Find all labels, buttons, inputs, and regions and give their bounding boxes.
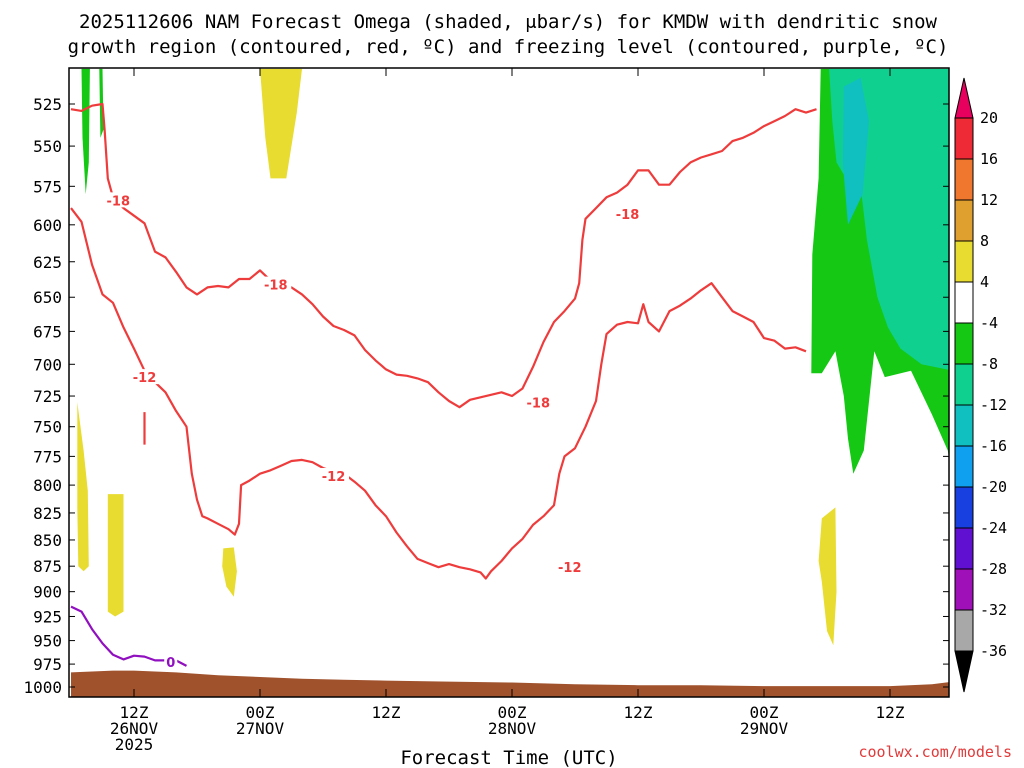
omega-region-1 <box>77 402 89 572</box>
y-tick-label: 1000 <box>23 678 62 697</box>
plot-area: -18 -18 -18 -18 -12 -12 -12 0 <box>68 67 950 698</box>
y-tick-label: 975 <box>33 655 62 674</box>
contour-label-bg <box>522 394 554 410</box>
contour-line-dgzm18 <box>70 102 817 409</box>
x-tick-label: 29NOV <box>740 719 789 738</box>
omega-region-0 <box>260 68 302 179</box>
credit-text: coolwx.com/models <box>858 743 1012 761</box>
x-tick-label: 12Z <box>876 703 905 722</box>
omega-region-9 <box>842 77 869 225</box>
y-tick-label: 750 <box>33 418 62 437</box>
terrain-band <box>71 670 949 697</box>
colorbar-swatch <box>954 486 974 529</box>
contour-label: -12 <box>133 371 157 386</box>
contour-label: -12 <box>322 470 346 485</box>
y-tick-label: 675 <box>33 322 62 341</box>
y-tick-label: 875 <box>33 557 62 576</box>
y-tick-label: 650 <box>33 288 62 307</box>
colorbar-swatch <box>954 527 974 570</box>
omega-region-4 <box>818 507 837 646</box>
colorbar-swatch <box>954 568 974 611</box>
x-axis-label: Forecast Time (UTC) <box>400 747 617 768</box>
y-tick-label: 600 <box>33 216 62 235</box>
y-tick-label: 800 <box>33 476 62 495</box>
x-tick-label: 12Z <box>624 703 653 722</box>
colorbar-label: -28 <box>980 560 1007 578</box>
contour-label-bg <box>164 654 178 670</box>
y-tick-label: 850 <box>33 531 62 550</box>
contour-label-bg <box>129 369 160 385</box>
colorbar-label: -24 <box>980 519 1007 537</box>
colorbar-swatch <box>954 281 974 324</box>
contour-label: -18 <box>107 194 131 209</box>
contour-label: -18 <box>616 208 640 223</box>
colorbar-swatch <box>954 363 974 406</box>
contour-line-dgzm12 <box>70 207 807 580</box>
colorbar-label: 8 <box>980 232 989 250</box>
y-tick-label: 700 <box>33 355 62 374</box>
x-tick-label: 28NOV <box>488 719 537 738</box>
omega-region-3 <box>222 547 237 597</box>
y-tick-label: 950 <box>33 632 62 651</box>
colorbar-label: -12 <box>980 396 1007 414</box>
colorbar-label: -20 <box>980 478 1007 496</box>
y-axis: 525 550 575 600 625 650 675 700 725 750 775 800 825 8… <box>23 95 949 697</box>
colorbar-label: -32 <box>980 601 1007 619</box>
contour-label-bg <box>318 468 349 484</box>
y-tick-label: 775 <box>33 447 62 466</box>
contour-label: -12 <box>558 561 582 576</box>
colorbar-swatch <box>954 322 974 365</box>
contour-label: -18 <box>527 396 551 411</box>
colorbar-swatch <box>954 240 974 283</box>
y-tick-label: 825 <box>33 504 62 523</box>
colorbar-swatch <box>954 609 974 652</box>
y-tick-label: 625 <box>33 253 62 272</box>
contour-label-bg <box>260 276 292 292</box>
omega-region-2 <box>107 494 124 617</box>
contour-label: 0 <box>166 656 175 671</box>
colorbar-label: -16 <box>980 437 1007 455</box>
colorbar-label: -8 <box>980 355 998 373</box>
colorbar-swatch <box>954 404 974 447</box>
y-tick-label: 900 <box>33 583 62 602</box>
colorbar-swatch <box>954 199 974 242</box>
colorbar-label: -36 <box>980 642 1007 660</box>
x-tick-label: 27NOV <box>236 719 285 738</box>
contour-label-bg <box>102 192 134 208</box>
x-tick-label: 12Z <box>372 703 401 722</box>
y-tick-label: 725 <box>33 387 62 406</box>
x-tick-label: 00Z <box>750 703 779 722</box>
chart-title-line-2: growth region (contoured, red, ºC) and f… <box>68 36 949 58</box>
omega-region-5 <box>81 68 90 195</box>
colorbar-label: -4 <box>980 314 998 332</box>
x-tick-label: 00Z <box>246 703 275 722</box>
contour-label-bg <box>612 206 643 222</box>
colorbar-swatch <box>954 158 974 201</box>
contour-label: -18 <box>264 279 288 294</box>
colorbar-swatch-top <box>954 77 974 119</box>
colorbar-swatch-bottom <box>954 650 974 693</box>
colorbar-label: 20 <box>980 109 998 127</box>
x-tick-label: 00Z <box>498 703 527 722</box>
colorbar-swatch <box>954 117 974 160</box>
y-tick-label: 575 <box>33 177 62 196</box>
x-tick-label: 26NOV <box>110 719 159 738</box>
y-tick-label: 550 <box>33 137 62 156</box>
colorbar-swatch <box>954 445 974 488</box>
chart-title-line-1: 2025112606 NAM Forecast Omega (shaded, μ… <box>79 11 937 33</box>
contour-label-bg <box>554 559 586 575</box>
colorbar-label: 4 <box>980 273 989 291</box>
x-tick-label: 12Z <box>120 703 149 722</box>
y-tick-label: 525 <box>33 95 62 114</box>
colorbar: 20 16 12 8 4 -4 -8 -12 -16 -20 -24 -28 -32 -36 <box>954 77 1007 693</box>
colorbar-label: 16 <box>980 150 998 168</box>
x-tick-label: 2025 <box>115 735 154 754</box>
y-tick-label: 925 <box>33 607 62 626</box>
plot-frame <box>68 67 950 698</box>
colorbar-label: 12 <box>980 191 998 209</box>
